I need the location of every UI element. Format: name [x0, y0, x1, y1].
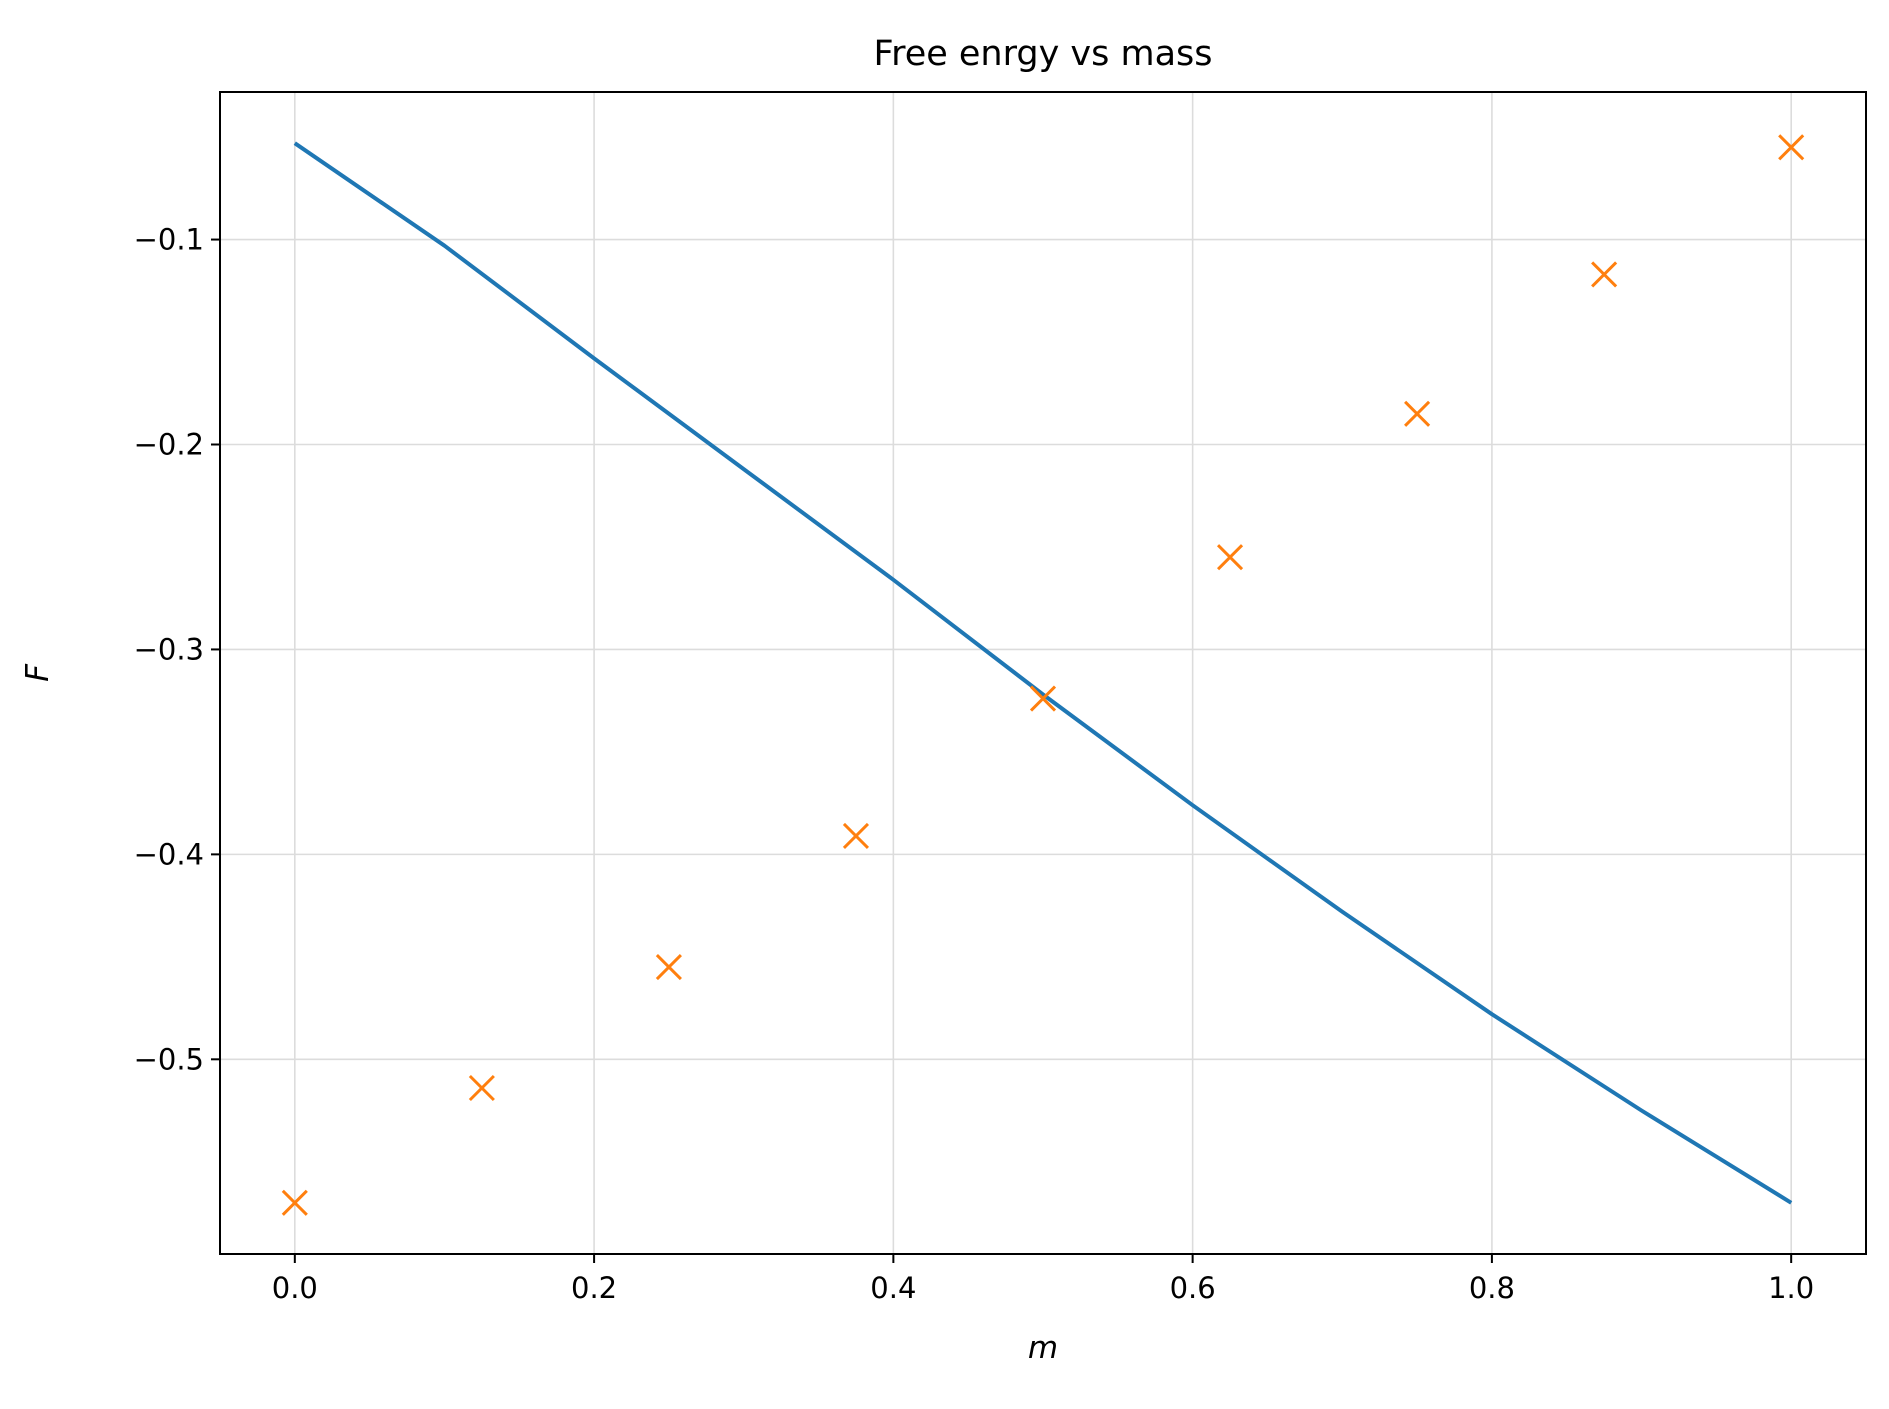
- x-marker-stroke: [1591, 261, 1618, 288]
- data-point-x-marker: [1591, 261, 1618, 288]
- x-tick-label: 0.0: [272, 1271, 318, 1305]
- y-tick-label: −0.3: [134, 632, 204, 666]
- data-point-x-marker: [281, 1189, 308, 1216]
- x-marker-stroke: [281, 1189, 308, 1216]
- x-tick-label: 1.0: [1768, 1271, 1814, 1305]
- x-marker-stroke: [842, 822, 870, 849]
- data-point-x-marker: [655, 954, 682, 981]
- x-axis-label: m: [1028, 1330, 1058, 1366]
- data-point-x-marker: [1404, 400, 1431, 427]
- y-tick-label: −0.5: [134, 1042, 204, 1076]
- data-point-x-marker: [1029, 685, 1057, 712]
- x-marker-stroke: [468, 1074, 495, 1102]
- x-tick-label: 0.6: [1170, 1271, 1216, 1305]
- x-tick-label: 0.4: [870, 1271, 916, 1305]
- free-energy-line: [293, 141, 1793, 1205]
- x-tick-label: 0.2: [571, 1271, 617, 1305]
- x-marker-stroke: [1404, 400, 1431, 427]
- x-marker-stroke: [655, 954, 682, 981]
- y-tick-label: −0.4: [134, 837, 204, 871]
- data-point-x-marker: [1216, 544, 1244, 571]
- x-marker-stroke: [1778, 134, 1805, 161]
- data-point-x-marker: [842, 822, 870, 849]
- plot-series: [281, 134, 1805, 1216]
- data-point-x-marker: [1778, 134, 1805, 161]
- grid-lines: [220, 92, 1866, 1254]
- y-tick-label: −0.1: [134, 223, 204, 257]
- x-tick-label: 0.8: [1469, 1271, 1515, 1305]
- y-tick-label: −0.2: [134, 427, 204, 461]
- y-axis-label: F: [20, 663, 56, 682]
- x-marker-stroke: [1216, 544, 1244, 571]
- axis-ticks: 0.0 0.2 0.4 0.6 0.8 1.0 −0.1 −0.2 −0.3 −0.4 −0.5: [134, 223, 1815, 1305]
- chart-title: Free enrgy vs mass: [873, 34, 1212, 74]
- axes-frame: [219, 91, 1867, 1255]
- x-marker-stroke: [1029, 685, 1057, 712]
- data-point-x-marker: [468, 1074, 495, 1102]
